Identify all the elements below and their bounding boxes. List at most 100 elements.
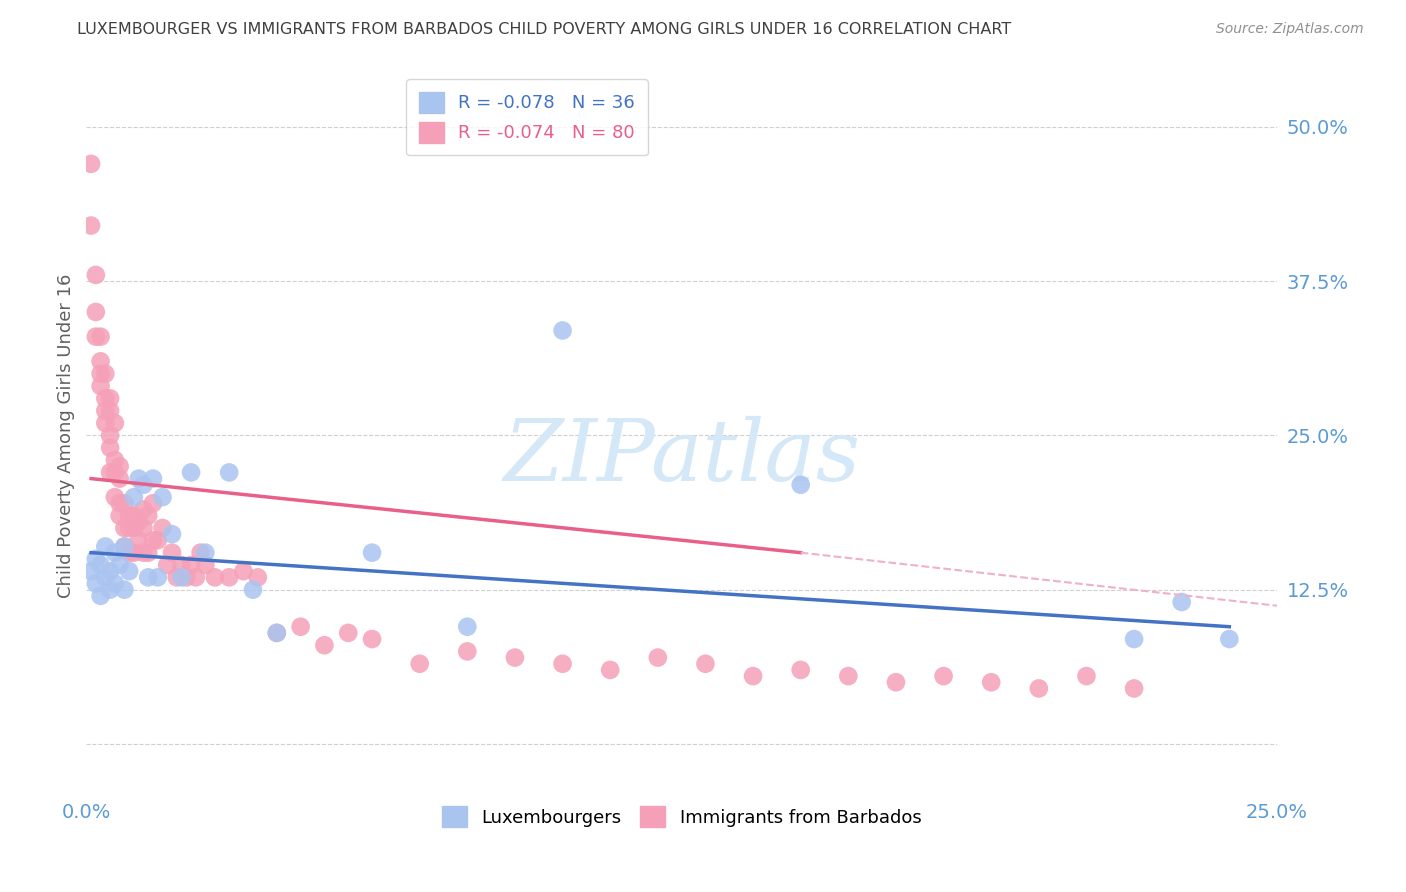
Point — [337, 626, 360, 640]
Point — [551, 323, 574, 337]
Point — [122, 521, 145, 535]
Point — [980, 675, 1002, 690]
Point — [128, 533, 150, 548]
Point — [90, 354, 112, 368]
Point — [108, 558, 131, 572]
Point — [290, 620, 312, 634]
Point — [132, 546, 155, 560]
Point — [98, 403, 121, 417]
Point — [884, 675, 907, 690]
Point — [1028, 681, 1050, 696]
Point — [160, 546, 183, 560]
Point — [98, 441, 121, 455]
Point — [1170, 595, 1192, 609]
Point — [80, 564, 103, 578]
Point — [503, 650, 526, 665]
Point — [132, 521, 155, 535]
Point — [112, 582, 135, 597]
Point — [80, 157, 103, 171]
Text: Source: ZipAtlas.com: Source: ZipAtlas.com — [1216, 22, 1364, 37]
Point — [98, 564, 121, 578]
Point — [742, 669, 765, 683]
Point — [146, 533, 169, 548]
Point — [84, 551, 107, 566]
Point — [90, 589, 112, 603]
Point — [90, 329, 112, 343]
Point — [84, 576, 107, 591]
Point — [142, 533, 165, 548]
Point — [132, 477, 155, 491]
Point — [94, 570, 117, 584]
Point — [1218, 632, 1240, 646]
Point — [551, 657, 574, 671]
Point — [94, 367, 117, 381]
Point — [314, 638, 336, 652]
Point — [180, 558, 202, 572]
Point — [94, 540, 117, 554]
Point — [122, 490, 145, 504]
Point — [104, 453, 127, 467]
Point — [1076, 669, 1098, 683]
Point — [789, 477, 811, 491]
Text: ZIPatlas: ZIPatlas — [503, 416, 860, 499]
Point — [190, 546, 212, 560]
Point — [218, 466, 240, 480]
Point — [204, 570, 226, 584]
Point — [118, 564, 141, 578]
Point — [176, 570, 198, 584]
Text: LUXEMBOURGER VS IMMIGRANTS FROM BARBADOS CHILD POVERTY AMONG GIRLS UNDER 16 CORR: LUXEMBOURGER VS IMMIGRANTS FROM BARBADOS… — [77, 22, 1011, 37]
Point — [184, 570, 207, 584]
Point — [218, 570, 240, 584]
Point — [118, 508, 141, 523]
Point — [104, 546, 127, 560]
Point — [160, 527, 183, 541]
Point — [112, 540, 135, 554]
Point — [136, 508, 159, 523]
Point — [98, 466, 121, 480]
Point — [142, 496, 165, 510]
Point — [242, 582, 264, 597]
Point — [266, 626, 288, 640]
Point — [94, 403, 117, 417]
Y-axis label: Child Poverty Among Girls Under 16: Child Poverty Among Girls Under 16 — [58, 273, 75, 598]
Point — [118, 546, 141, 560]
Point — [122, 508, 145, 523]
Point — [152, 521, 174, 535]
Point — [128, 515, 150, 529]
Point — [1123, 681, 1146, 696]
Point — [361, 632, 384, 646]
Point — [246, 570, 269, 584]
Point — [932, 669, 955, 683]
Point — [232, 564, 254, 578]
Point — [104, 576, 127, 591]
Point — [104, 416, 127, 430]
Point — [647, 650, 669, 665]
Point — [84, 268, 107, 282]
Point — [194, 546, 217, 560]
Point — [98, 392, 121, 406]
Point — [90, 558, 112, 572]
Legend: Luxembourgers, Immigrants from Barbados: Luxembourgers, Immigrants from Barbados — [434, 799, 928, 834]
Point — [156, 558, 179, 572]
Point — [94, 416, 117, 430]
Point — [90, 367, 112, 381]
Point — [152, 490, 174, 504]
Point — [166, 570, 188, 584]
Point — [90, 379, 112, 393]
Point — [180, 466, 202, 480]
Point — [132, 502, 155, 516]
Point — [361, 546, 384, 560]
Point — [128, 472, 150, 486]
Point — [94, 392, 117, 406]
Point — [84, 329, 107, 343]
Point — [98, 582, 121, 597]
Point — [108, 472, 131, 486]
Point — [408, 657, 430, 671]
Point — [170, 558, 193, 572]
Point — [599, 663, 621, 677]
Point — [695, 657, 717, 671]
Point — [789, 663, 811, 677]
Point — [118, 521, 141, 535]
Point — [98, 428, 121, 442]
Point — [136, 570, 159, 584]
